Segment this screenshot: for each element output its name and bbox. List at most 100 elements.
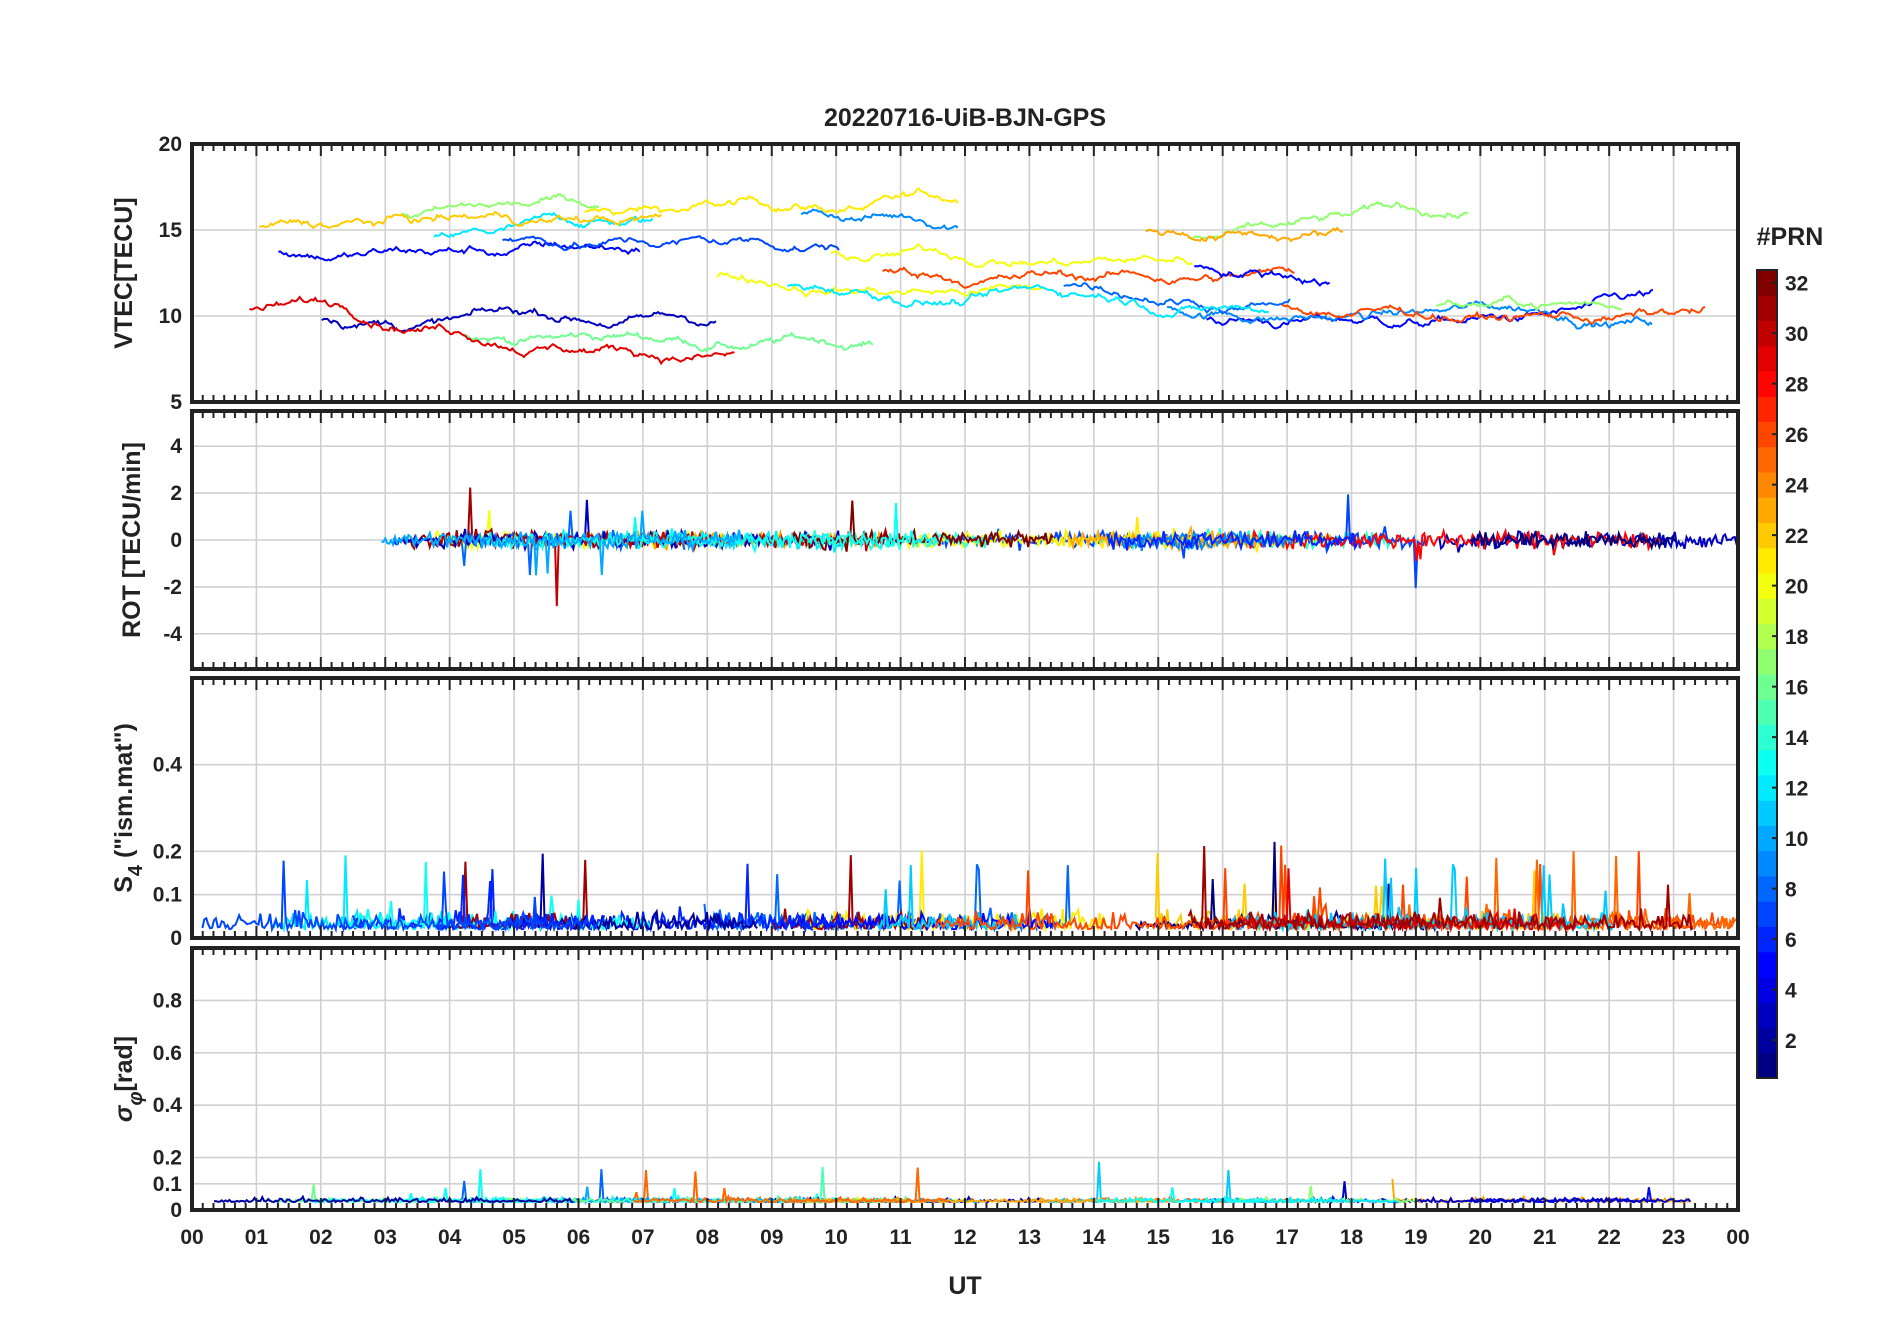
x-tick-label: 17 bbox=[1275, 1226, 1298, 1249]
series-line-prn bbox=[462, 331, 874, 353]
x-tick-label: 08 bbox=[696, 1226, 720, 1249]
x-tick-label: 09 bbox=[760, 1226, 783, 1249]
panel-sigma-phi-ylabel: σφ[rad] bbox=[110, 1036, 147, 1122]
series-line-prn bbox=[502, 235, 840, 253]
x-tick-label: 20 bbox=[1469, 1226, 1492, 1249]
colorbar-tick-label: 14 bbox=[1785, 727, 1809, 750]
panel-s4: 0 0.1 0.2 0.4 S4 ("ism.mat") bbox=[110, 676, 1740, 950]
colorbar-tick-label: 20 bbox=[1785, 576, 1808, 599]
x-axis-label: UT bbox=[948, 1272, 981, 1300]
y-tick-label: -2 bbox=[163, 576, 182, 599]
series-line-prn bbox=[574, 1170, 976, 1204]
panel-s4-ylabel-main: S bbox=[110, 876, 138, 893]
x-tick-label: 00 bbox=[1726, 1226, 1749, 1249]
panel-rot-ylabel: ROT [TECU/min] bbox=[118, 442, 146, 638]
panel-rot-frame bbox=[190, 409, 1740, 671]
y-tick-label: 0.6 bbox=[153, 1042, 182, 1065]
y-tick-label: 4 bbox=[170, 435, 182, 458]
colorbar-cell bbox=[1757, 699, 1777, 725]
series-line-prn bbox=[787, 283, 1270, 319]
colorbar-cell bbox=[1757, 926, 1777, 953]
colorbar-cell bbox=[1757, 648, 1777, 675]
y-tick-label: 5 bbox=[170, 391, 182, 414]
colorbar-cell bbox=[1757, 295, 1777, 321]
x-tick-label: 16 bbox=[1211, 1226, 1234, 1249]
series-line-prn bbox=[1438, 530, 1738, 553]
y-tick-label: 2 bbox=[170, 482, 182, 505]
panel-sigma-phi-ylabel-main: σ bbox=[110, 1104, 138, 1122]
x-tick-label: 18 bbox=[1340, 1226, 1364, 1249]
panel-vtec: 5 10 15 20 VTEC[TECU] bbox=[110, 133, 1740, 414]
series-line-prn bbox=[505, 853, 758, 932]
panel-rot: -4 -2 0 2 4 ROT [TECU/min] bbox=[118, 409, 1740, 671]
y-tick-label: 0 bbox=[170, 1199, 182, 1222]
colorbar-cell bbox=[1757, 270, 1777, 296]
x-tick-label: 05 bbox=[502, 1226, 526, 1249]
x-tick-label: 12 bbox=[953, 1226, 976, 1249]
series-line-prn bbox=[1194, 264, 1331, 287]
chart-title: 20220716-UiB-BJN-GPS bbox=[824, 104, 1106, 132]
colorbar-tick-label: 26 bbox=[1785, 424, 1808, 447]
y-tick-label: 0.1 bbox=[153, 884, 183, 907]
x-tick-label: 22 bbox=[1597, 1226, 1620, 1249]
colorbar-label: #PRN bbox=[1757, 223, 1824, 251]
y-tick-label: 0.8 bbox=[153, 989, 183, 1012]
x-tick-label: 21 bbox=[1533, 1226, 1557, 1249]
colorbar-cell bbox=[1757, 320, 1777, 347]
series-line-prn bbox=[1106, 530, 1358, 552]
y-tick-label: 15 bbox=[159, 219, 183, 242]
colorbar-cell bbox=[1757, 876, 1777, 902]
series-line-prn bbox=[1206, 288, 1654, 330]
colorbar-tick-label: 8 bbox=[1785, 879, 1797, 902]
y-tick-label: 20 bbox=[159, 133, 182, 156]
colorbar-cell bbox=[1757, 396, 1777, 422]
panel-s4-ylabel-sub: 4 bbox=[125, 864, 147, 876]
colorbar-tick-label: 18 bbox=[1785, 626, 1809, 649]
y-tick-label: 0.2 bbox=[153, 1147, 182, 1170]
colorbar-tick-label: 28 bbox=[1785, 374, 1809, 397]
colorbar-cell bbox=[1757, 573, 1777, 599]
colorbar-tick-label: 24 bbox=[1785, 475, 1809, 498]
colorbar-tick-label: 22 bbox=[1785, 525, 1808, 548]
series-line-prn bbox=[485, 503, 940, 554]
colorbar-tick-label: 6 bbox=[1785, 929, 1797, 952]
colorbar-cell bbox=[1757, 1002, 1777, 1028]
series-line-prn bbox=[1063, 282, 1291, 315]
series-line-prn bbox=[401, 193, 600, 220]
colorbar-cell bbox=[1757, 825, 1777, 852]
colorbar-cell bbox=[1757, 674, 1777, 700]
series-line-prn bbox=[321, 306, 717, 333]
series-line-prn bbox=[249, 295, 735, 366]
series-line-prn bbox=[1436, 294, 1622, 311]
panel-sigma-phi-frame bbox=[190, 946, 1740, 1212]
colorbar-cell bbox=[1757, 497, 1777, 523]
series-line-prn bbox=[1117, 529, 1294, 552]
colorbar-frame bbox=[1756, 269, 1778, 1079]
colorbar-cell bbox=[1757, 977, 1777, 1003]
colorbar-cell bbox=[1757, 800, 1777, 826]
colorbar-cell bbox=[1757, 724, 1777, 751]
series-line-prn bbox=[201, 860, 588, 934]
colorbar-cell bbox=[1757, 1027, 1777, 1054]
series-line-prn bbox=[882, 266, 1295, 289]
panel-s4-ylabel-rest: ("ism.mat") bbox=[110, 723, 138, 865]
series-line-prn bbox=[1469, 529, 1676, 552]
colorbar-cell bbox=[1757, 547, 1777, 574]
x-tick-label: 04 bbox=[438, 1226, 462, 1249]
x-tick-label: 07 bbox=[631, 1226, 654, 1249]
y-tick-label: 0 bbox=[170, 529, 182, 552]
series-line-prn bbox=[1188, 200, 1469, 241]
panel-s4-frame bbox=[190, 676, 1740, 940]
panel-vtec-ylabel: VTEC[TECU] bbox=[110, 197, 138, 348]
series-line-prn bbox=[877, 865, 1024, 933]
y-tick-label: 0.4 bbox=[153, 754, 183, 777]
y-tick-label: 0.1 bbox=[153, 1173, 183, 1196]
x-tick-label: 00 bbox=[180, 1226, 203, 1249]
colorbar-cell bbox=[1757, 421, 1777, 448]
x-tick-label: 11 bbox=[889, 1226, 912, 1249]
series-line-prn bbox=[259, 210, 662, 230]
colorbar-cell bbox=[1757, 850, 1777, 877]
series-line-prn bbox=[381, 510, 742, 576]
